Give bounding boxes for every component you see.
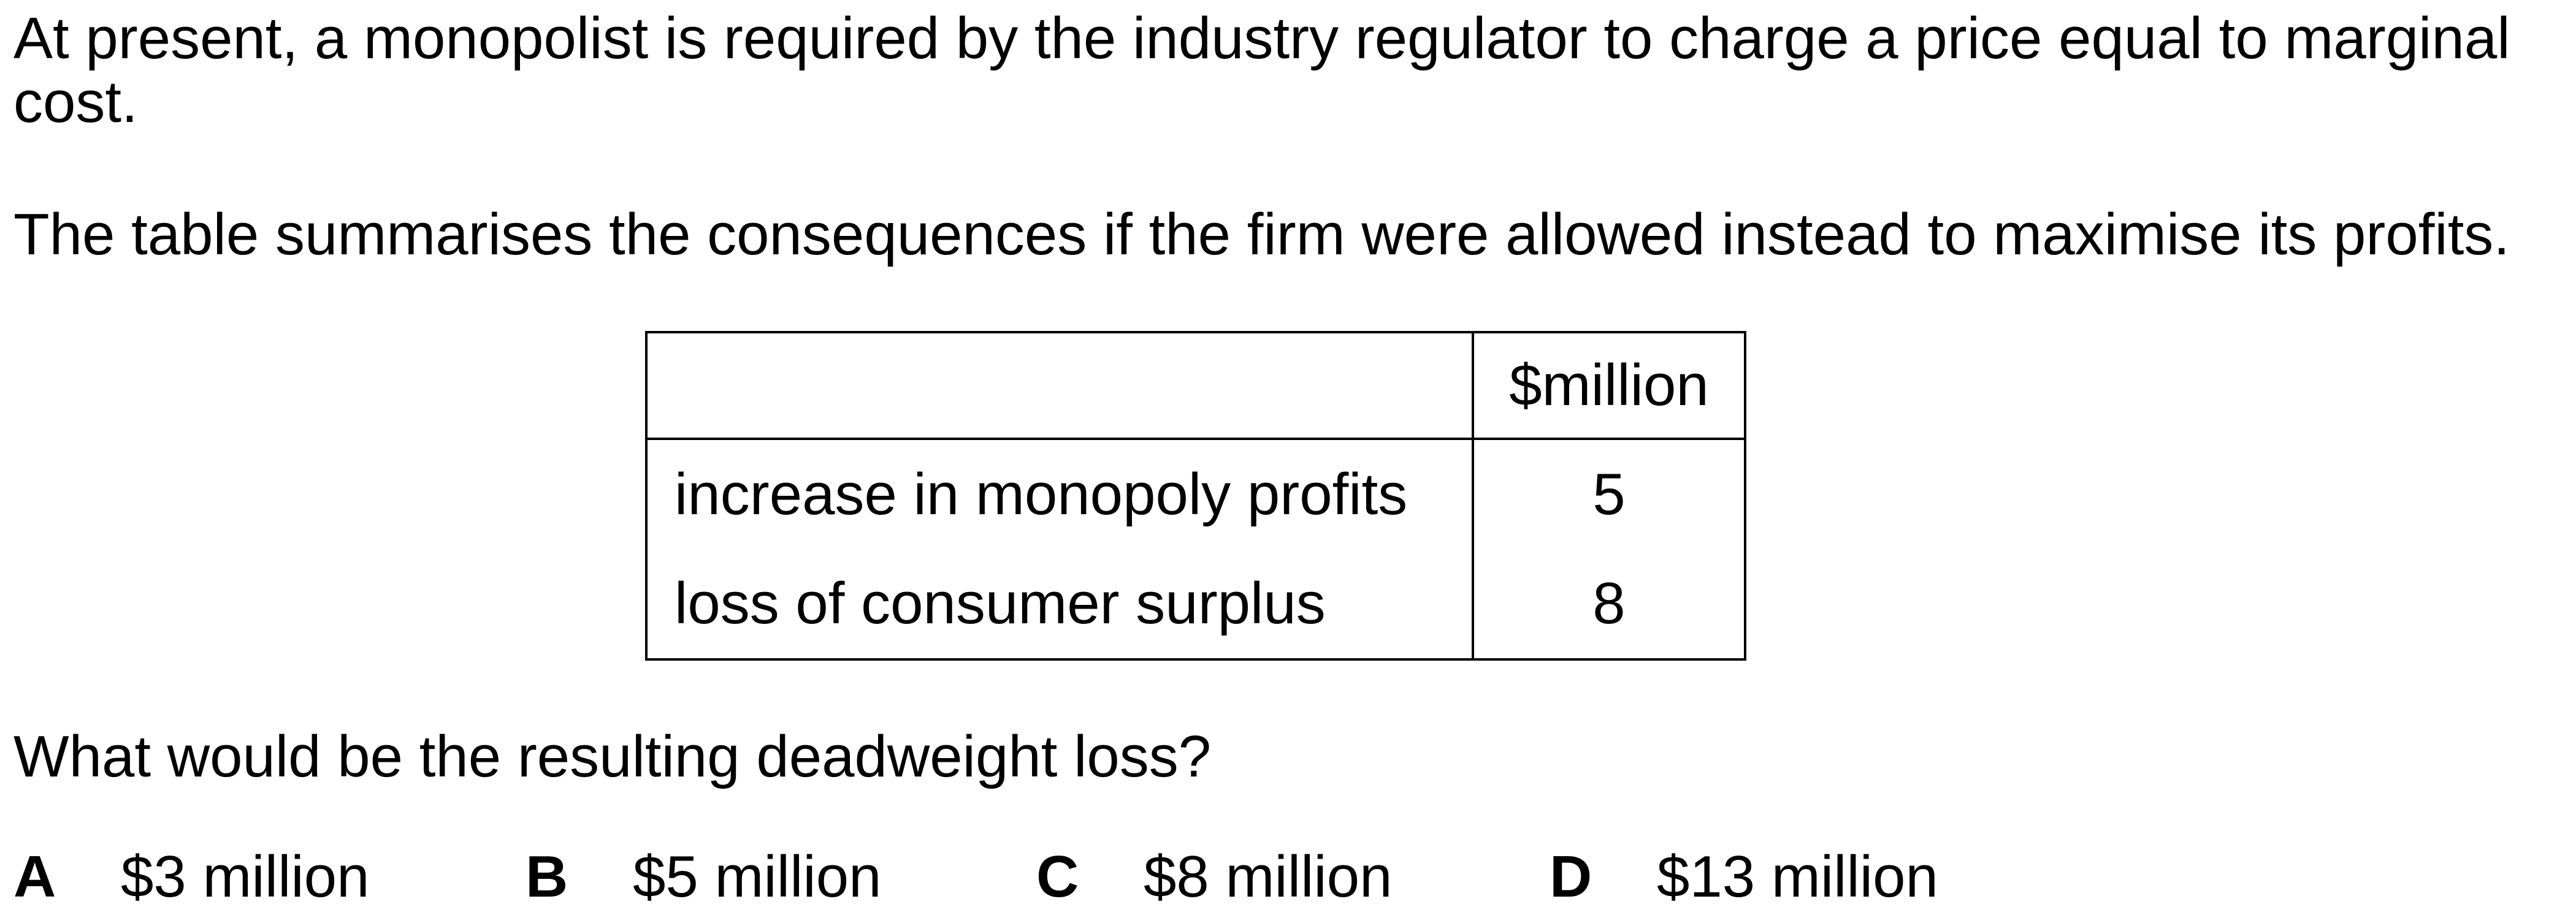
table-body-row: increase in monopoly profits loss of con… bbox=[645, 438, 1746, 661]
table-row-value-profits: 5 bbox=[1592, 461, 1626, 527]
option-d-letter: D bbox=[1550, 844, 1592, 909]
table-row-label-profits: increase in monopoly profits bbox=[675, 461, 1408, 527]
answer-options: A $3 million B $5 million C $8 million D… bbox=[0, 843, 2576, 911]
table-row-label-consumer-surplus: loss of consumer surplus bbox=[675, 571, 1326, 636]
consequences-table: $million increase in monopoly profits lo… bbox=[645, 331, 1746, 661]
option-b-letter: B bbox=[526, 844, 568, 909]
option-a-text: $3 million bbox=[121, 844, 370, 909]
question-intro-line-2: cost. bbox=[13, 69, 138, 135]
table-header-unit: $million bbox=[1472, 331, 1746, 440]
question-intro-line-1: At present, a monopolist is required by … bbox=[13, 6, 2510, 71]
table-header-row: $million bbox=[645, 331, 1746, 440]
table-row-value-consumer-surplus: 8 bbox=[1592, 571, 1626, 636]
option-d-text: $13 million bbox=[1657, 844, 1938, 909]
table-label-cell: increase in monopoly profits loss of con… bbox=[645, 438, 1474, 661]
table-description: The table summarises the consequences if… bbox=[13, 202, 2510, 267]
question-prompt: What would be the resulting deadweight l… bbox=[13, 724, 1212, 789]
option-c-text: $8 million bbox=[1144, 844, 1393, 909]
option-c-letter: C bbox=[1036, 844, 1079, 909]
option-a-letter: A bbox=[13, 844, 56, 909]
table-header-label bbox=[645, 331, 1474, 440]
table-value-cell: 5 8 bbox=[1472, 438, 1746, 661]
option-b-text: $5 million bbox=[633, 844, 882, 909]
